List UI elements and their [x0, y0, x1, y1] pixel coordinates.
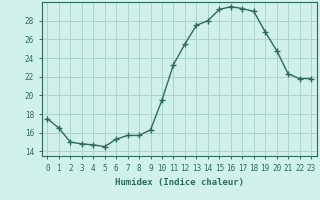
- X-axis label: Humidex (Indice chaleur): Humidex (Indice chaleur): [115, 178, 244, 187]
